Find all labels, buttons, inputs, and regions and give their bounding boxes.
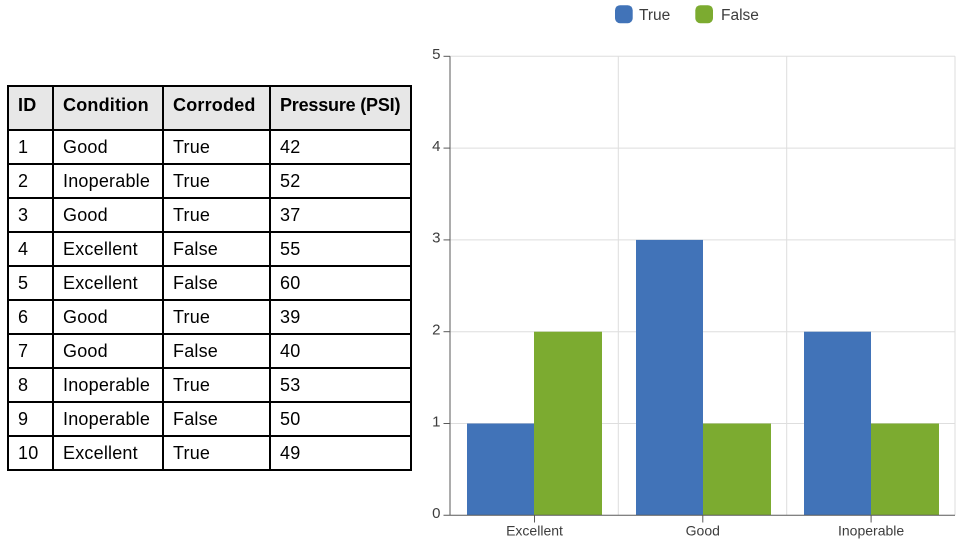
svg-text:Excellent: Excellent — [506, 523, 563, 539]
svg-text:Good: Good — [686, 523, 720, 539]
svg-text:1: 1 — [432, 413, 440, 430]
svg-text:5: 5 — [432, 46, 440, 63]
svg-text:Inoperable: Inoperable — [838, 523, 904, 539]
svg-text:0: 0 — [432, 505, 440, 522]
svg-text:4: 4 — [432, 138, 440, 155]
svg-text:True: True — [639, 7, 670, 24]
svg-text:3: 3 — [432, 230, 440, 247]
svg-text:2: 2 — [432, 322, 440, 339]
svg-text:False: False — [721, 7, 759, 24]
